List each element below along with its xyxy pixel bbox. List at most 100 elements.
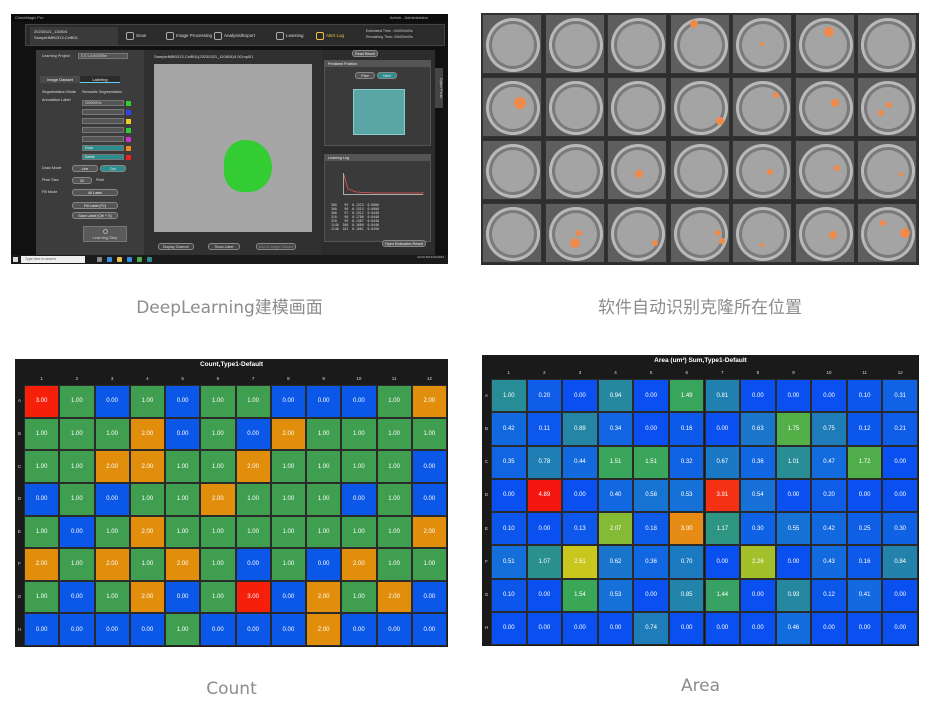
fill-label-button[interactable]: Fill Label (F2) [72, 202, 118, 209]
next-button[interactable]: Next [377, 72, 397, 79]
heatmap-cell: 1.00 [200, 385, 236, 418]
well-rim [861, 81, 916, 135]
draw-dot-button[interactable]: Dot [100, 165, 126, 172]
heatmap-cell: 0.21 [882, 412, 918, 446]
heatmap-title: Area (um²) Sum,Type1-Default [654, 357, 747, 364]
start-icon[interactable] [13, 257, 18, 262]
show-label-button[interactable]: Show Label [208, 243, 240, 250]
heatmap-cell: 0.00 [94, 385, 130, 418]
well-rim [673, 207, 728, 261]
well-rim [861, 18, 916, 72]
pixel-size-select[interactable]: 20 [72, 177, 92, 184]
app-icon[interactable] [147, 257, 152, 262]
heatmap-cell: 0.00 [704, 545, 741, 579]
label-color-swatch[interactable] [126, 137, 131, 142]
prev-button[interactable]: Prev [355, 72, 375, 79]
well-rim [548, 144, 603, 198]
edge-icon[interactable] [107, 257, 112, 262]
well-rim [548, 18, 603, 72]
heatmap-cell: 0.00 [775, 379, 812, 413]
label-color-swatch[interactable] [126, 119, 131, 124]
tab-labeling[interactable]: Labeling [80, 76, 120, 83]
save-label-button[interactable]: Save Label (Ctrl + S) [72, 212, 118, 219]
step-image-processing[interactable]: Image Processing [166, 28, 212, 44]
learning-project-select[interactable]: 0.0.1-b1h0305m [78, 53, 128, 59]
annotation-field[interactable] [82, 109, 124, 115]
annotation-field[interactable] [82, 127, 124, 133]
heatmap-cell: 1.00 [235, 385, 271, 418]
heatmap-cell: 1.51 [633, 445, 669, 479]
heatmap-cell: 2.00 [306, 580, 342, 614]
annotation-field[interactable] [82, 118, 124, 124]
explorer-icon[interactable] [117, 257, 122, 262]
heatmap-cell: 0.00 [740, 611, 776, 645]
heatmap-cell: 0.00 [200, 613, 236, 646]
label-delete[interactable]: Delete [82, 154, 124, 160]
column-header: 4 [614, 370, 617, 375]
heatmap-cell: 1.00 [376, 385, 412, 418]
row-header: D [484, 492, 489, 498]
image-canvas[interactable] [154, 64, 312, 232]
learning-step-button[interactable]: Learning Step [83, 226, 127, 242]
user-label: Admin - Administrator [389, 15, 428, 20]
well-rim [798, 144, 853, 198]
well-rim [673, 144, 728, 198]
step-scan[interactable]: Scan [126, 28, 146, 44]
column-header: 9 [322, 376, 325, 381]
step-learning[interactable]: Learning [276, 28, 304, 44]
annotation-field[interactable]: 00000/0Hs [82, 100, 124, 106]
well-rim [798, 18, 853, 72]
tab-image-dataset[interactable]: Image Dataset [40, 76, 80, 83]
heatmap-cell: 0.00 [270, 385, 306, 418]
heatmap-cell: 0.53 [597, 578, 634, 612]
taskview-icon[interactable] [97, 257, 102, 262]
heatmap-cell: 1.00 [341, 515, 377, 549]
heatmap-cell: 0.36 [740, 445, 776, 479]
add-to-dataset-button[interactable]: Add to Image Dataset [256, 243, 296, 250]
caption-colony: 软件自动识别克隆所在位置 [598, 298, 802, 318]
heatmap-cell: 1.00 [59, 417, 95, 451]
caption-count: Count [206, 679, 257, 699]
store-icon[interactable] [127, 257, 132, 262]
predicted-region [353, 89, 405, 135]
app-icon[interactable] [137, 257, 142, 262]
annotation-field[interactable] [82, 136, 124, 142]
heatmap-cell: 2.00 [129, 417, 165, 451]
taskbar-search[interactable]: Type here to search [21, 256, 85, 263]
option-panel-tab[interactable]: Option Panel [435, 68, 443, 108]
label-color-swatch[interactable] [126, 128, 131, 133]
heatmap-cell: 0.35 [491, 445, 527, 479]
heatmap-cell: 2.00 [129, 580, 165, 614]
heatmap-cell: 0.93 [775, 578, 812, 612]
draw-line-button[interactable]: Line [72, 165, 98, 172]
project-selector[interactable]: 20230321_110804 SampleIMB0313-CelB01 [30, 27, 118, 45]
row-header: D [17, 496, 22, 502]
label-color-swatch[interactable] [126, 155, 131, 160]
heatmap-cell: 0.00 [526, 512, 563, 546]
display-channel-button[interactable]: Display Channel [158, 243, 194, 250]
heatmap-cell: 0.00 [341, 613, 377, 646]
column-header: 7 [721, 370, 724, 375]
read-result-button[interactable]: Read Result [352, 50, 378, 57]
remaining-time: Remaining Time: 00h00m00s [366, 35, 413, 39]
main-toolbar: 20230321_110804 SampleIMB0313-CelB01 Sca… [25, 24, 445, 46]
heatmap-cell: 0.25 [846, 512, 883, 546]
heatmap-cell: 0.00 [882, 611, 918, 645]
label-extra[interactable]: Extra [82, 145, 124, 151]
label-color-swatch[interactable] [126, 146, 131, 151]
alert-log-button[interactable]: Alert Log [316, 28, 344, 44]
fill-mode-select[interactable]: All Label [72, 189, 118, 196]
heatmap-cell: 0.30 [882, 512, 918, 546]
heatmap-cell: 2.00 [306, 613, 342, 646]
learning-project-label: Learning Project [42, 54, 70, 58]
well-floor [492, 150, 534, 192]
step-analysis-export[interactable]: Analysis/Export [214, 28, 255, 44]
well-floor [679, 150, 722, 192]
label-color-swatch[interactable] [126, 110, 131, 115]
heatmap-cell: 0.00 [526, 578, 563, 612]
heatmap-cell: 2.00 [200, 482, 236, 516]
open-evaluation-button[interactable]: Open Evaluation Result [382, 240, 426, 247]
heatmap-cell: 0.16 [846, 545, 883, 579]
column-header: 5 [181, 376, 184, 381]
label-color-swatch[interactable] [126, 101, 131, 106]
